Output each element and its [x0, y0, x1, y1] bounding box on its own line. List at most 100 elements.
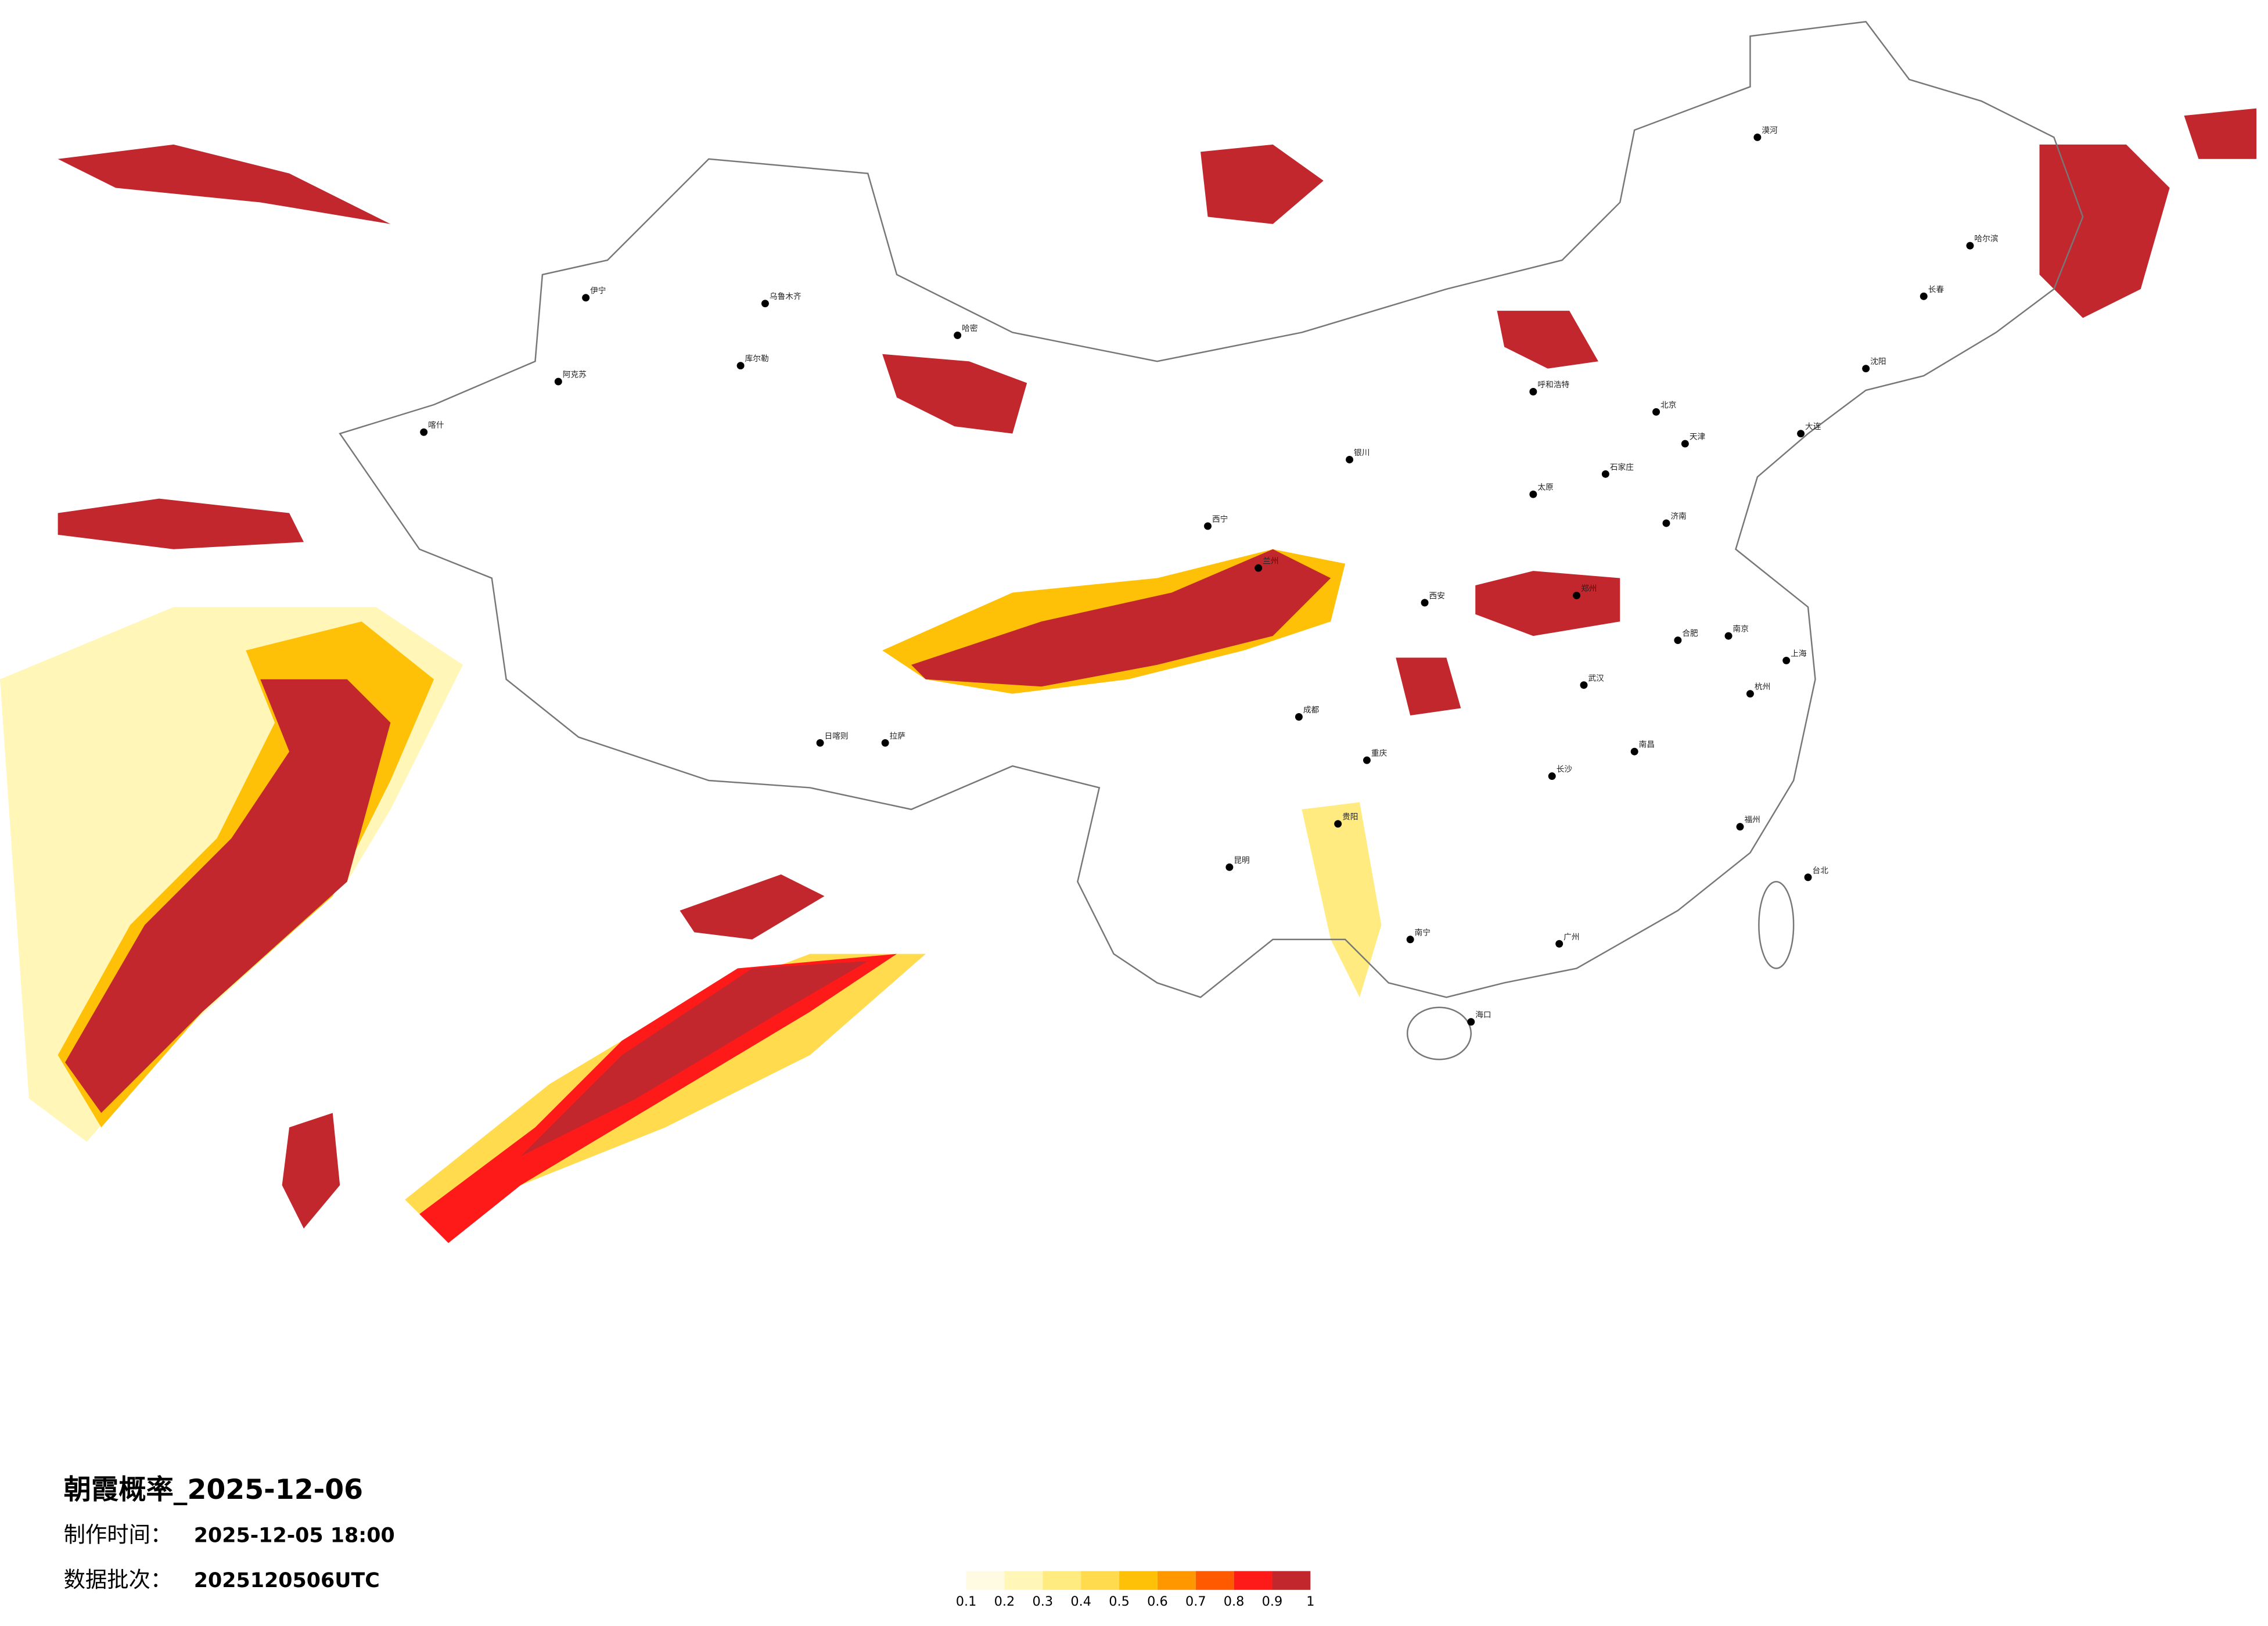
- legend-tick-label: 0.6: [1147, 1594, 1168, 1609]
- city-dot: [1736, 823, 1744, 831]
- city-label: 武汉: [1588, 674, 1604, 683]
- probability-area: [1302, 802, 1382, 998]
- city-dot: [1580, 681, 1588, 689]
- city-dot: [1225, 863, 1234, 871]
- city-dot: [954, 331, 962, 339]
- issue-time-label: 制作时间：: [64, 1522, 172, 1548]
- city-label: 大连: [1805, 422, 1821, 431]
- city-label: 拉萨: [890, 732, 905, 741]
- city-label: 贵阳: [1342, 812, 1358, 822]
- city-dot: [1804, 873, 1812, 882]
- city-label: 日喀则: [825, 732, 849, 741]
- issue-time-value: 2025-12-05 18:00: [194, 1524, 395, 1548]
- city-dot: [1674, 636, 1682, 645]
- city-dot: [1797, 430, 1805, 438]
- legend-tick-label: 0.2: [994, 1594, 1015, 1609]
- legend-tick-label: 1: [1306, 1594, 1314, 1609]
- city-label: 哈密: [962, 323, 978, 333]
- city-label: 长沙: [1557, 765, 1573, 774]
- city-label: 库尔勒: [745, 354, 769, 364]
- city-dot: [1548, 772, 1556, 780]
- city-label: 沈阳: [1870, 357, 1886, 366]
- city-dot: [1746, 690, 1754, 698]
- city-label: 成都: [1303, 706, 1320, 715]
- city-label: 杭州: [1755, 682, 1770, 692]
- city-dot: [1255, 564, 1263, 572]
- legend-tick-label: 0.7: [1185, 1594, 1206, 1609]
- city-label: 西安: [1429, 591, 1445, 600]
- city-label: 昆明: [1234, 856, 1249, 865]
- probability-area: [1201, 144, 1324, 224]
- city-label: 长春: [1928, 285, 1944, 294]
- legend-tick-label: 0.5: [1109, 1594, 1130, 1609]
- map-title: 朝霞概率_2025-12-06: [64, 1474, 364, 1506]
- city-dot: [1529, 388, 1537, 395]
- probability-area: [1475, 571, 1620, 636]
- city-dot: [1920, 292, 1928, 300]
- legend-swatch: [1004, 1571, 1043, 1590]
- city-dot: [736, 362, 745, 370]
- city-label: 台北: [1813, 866, 1829, 875]
- city-dot: [1363, 756, 1371, 764]
- city-dot: [1421, 599, 1429, 607]
- city-label: 重庆: [1371, 749, 1388, 758]
- probability-area: [1497, 311, 1598, 369]
- city-dot: [1529, 490, 1537, 498]
- city-label: 兰州: [1263, 557, 1278, 566]
- city-label: 南宁: [1415, 927, 1430, 937]
- taiwan-border: [1758, 880, 1795, 969]
- legend-swatch: [1234, 1571, 1273, 1590]
- batch-value: 2025120506UTC: [194, 1569, 380, 1592]
- city-label: 喀什: [428, 421, 444, 430]
- probability-area: [882, 354, 1027, 434]
- legend-swatch: [1272, 1571, 1311, 1590]
- city-label: 石家庄: [1610, 462, 1634, 472]
- city-dot: [816, 739, 824, 747]
- legend-swatch: [1119, 1571, 1158, 1590]
- city-label: 南京: [1733, 625, 1749, 634]
- hainan-border: [1406, 1006, 1472, 1060]
- city-label: 福州: [1744, 815, 1760, 825]
- probability-area: [911, 549, 1331, 687]
- batch-label: 数据批次：: [64, 1567, 172, 1592]
- legend: 0.1 0.2 0.3 0.4 0.5 0.6 0.7 0.8 0.9 1: [956, 1571, 1314, 1609]
- city-label: 漠河: [1762, 126, 1778, 135]
- city-label: 西宁: [1212, 514, 1228, 524]
- legend-swatch: [1043, 1571, 1081, 1590]
- legend-swatch: [1157, 1571, 1196, 1590]
- city-label: 海口: [1475, 1010, 1491, 1020]
- city-dot: [1630, 747, 1638, 756]
- city-dot: [1601, 470, 1609, 478]
- city-dot: [1573, 591, 1581, 599]
- city-label: 广州: [1563, 933, 1579, 942]
- probability-area: [2184, 108, 2257, 159]
- city-label: 呼和浩特: [1537, 380, 1569, 390]
- probability-areas: [0, 108, 2257, 1243]
- city-dot: [1652, 408, 1660, 416]
- city-dot: [1334, 820, 1342, 828]
- probability-area: [680, 874, 825, 940]
- city-label: 银川: [1354, 448, 1370, 458]
- city-dot: [1467, 1018, 1475, 1026]
- probability-area: [65, 679, 391, 1113]
- city-label: 天津: [1690, 433, 1706, 442]
- country-border: [339, 21, 2084, 998]
- city-label: 北京: [1660, 401, 1676, 410]
- probability-area: [1396, 657, 1461, 715]
- city-dot: [1753, 133, 1762, 141]
- city-label: 上海: [1791, 649, 1807, 659]
- legend-swatch: [966, 1571, 1005, 1590]
- city-dot: [881, 739, 889, 747]
- legend-tick-label: 0.9: [1262, 1594, 1283, 1609]
- city-label: 合肥: [1682, 629, 1698, 638]
- city-label: 南昌: [1639, 740, 1655, 750]
- legend-tick-label: 0.4: [1070, 1594, 1091, 1609]
- city-dot: [1724, 632, 1733, 640]
- boundaries: [339, 21, 2084, 1060]
- city-dot: [582, 294, 590, 302]
- legend-swatch: [1081, 1571, 1120, 1590]
- city-dot: [1782, 656, 1791, 664]
